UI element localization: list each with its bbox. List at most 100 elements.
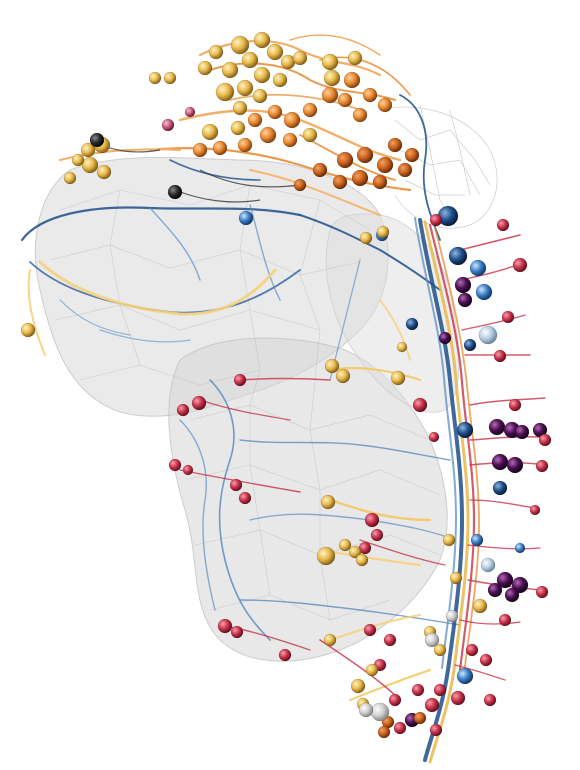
cell-soma-154 xyxy=(445,609,459,623)
cell-soma-38 xyxy=(336,151,354,169)
cell-soma-65 xyxy=(478,325,498,345)
cell-soma-49 xyxy=(80,142,96,158)
cell-soma-102 xyxy=(483,693,497,707)
cell-soma-25 xyxy=(283,111,301,129)
cell-soma-37 xyxy=(192,142,208,158)
cell-soma-11 xyxy=(215,82,235,102)
cell-soma-152 xyxy=(358,702,374,718)
cell-soma-32 xyxy=(362,87,378,103)
cell-soma-153 xyxy=(424,632,440,648)
cell-soma-128 xyxy=(324,358,340,374)
cell-soma-114 xyxy=(230,625,244,639)
cell-soma-119 xyxy=(388,693,402,707)
cell-soma-17 xyxy=(148,71,162,85)
cell-soma-40 xyxy=(376,156,394,174)
cell-soma-3 xyxy=(266,43,284,61)
cell-soma-67 xyxy=(456,421,474,439)
cell-soma-5 xyxy=(241,51,259,69)
cell-soma-138 xyxy=(350,678,366,694)
somata-layer xyxy=(20,31,552,739)
cell-soma-57 xyxy=(167,184,183,200)
cell-soma-98 xyxy=(498,613,512,627)
cell-soma-124 xyxy=(412,397,428,413)
cell-soma-2 xyxy=(253,31,271,49)
cell-soma-107 xyxy=(238,491,252,505)
cell-soma-44 xyxy=(332,174,348,190)
cell-soma-66 xyxy=(463,338,477,352)
cell-soma-59 xyxy=(184,106,196,118)
cell-soma-55 xyxy=(20,322,36,338)
cell-soma-15 xyxy=(323,69,341,87)
cell-soma-109 xyxy=(191,395,207,411)
cell-soma-72 xyxy=(514,542,526,554)
cell-soma-14 xyxy=(347,50,363,66)
cell-soma-51 xyxy=(81,156,99,174)
cell-soma-81 xyxy=(491,453,509,471)
cell-soma-85 xyxy=(504,587,520,603)
cell-soma-48 xyxy=(293,178,307,192)
cell-soma-76 xyxy=(457,292,473,308)
cell-soma-106 xyxy=(229,478,243,492)
cell-soma-71 xyxy=(480,557,496,573)
cell-soma-69 xyxy=(456,667,474,685)
cell-soma-77 xyxy=(488,418,506,436)
cell-soma-36 xyxy=(212,140,228,156)
cell-soma-29 xyxy=(302,102,318,118)
cell-soma-104 xyxy=(370,528,384,542)
cell-soma-136 xyxy=(355,553,369,567)
cell-soma-23 xyxy=(247,112,263,128)
cell-soma-139 xyxy=(365,663,379,677)
cell-soma-84 xyxy=(511,576,529,594)
cell-soma-90 xyxy=(512,257,528,273)
cell-soma-64 xyxy=(475,283,493,301)
cell-soma-103 xyxy=(364,512,380,528)
cell-soma-41 xyxy=(397,162,413,178)
cell-soma-94 xyxy=(538,433,552,447)
cell-soma-149 xyxy=(377,725,391,739)
cell-soma-18 xyxy=(163,71,177,85)
cell-soma-62 xyxy=(448,246,468,266)
cell-soma-122 xyxy=(424,697,440,713)
cell-soma-125 xyxy=(428,431,440,443)
cell-soma-10 xyxy=(236,79,254,97)
cell-soma-151 xyxy=(370,702,390,722)
cell-soma-83 xyxy=(496,571,514,589)
cell-soma-20 xyxy=(201,123,219,141)
cell-soma-22 xyxy=(302,127,318,143)
cell-soma-42 xyxy=(351,169,369,187)
cell-soma-6 xyxy=(221,61,239,79)
cell-soma-95 xyxy=(535,459,549,473)
cell-soma-89 xyxy=(496,218,510,232)
cell-soma-52 xyxy=(96,164,112,180)
cell-soma-60 xyxy=(238,210,254,226)
cell-soma-54 xyxy=(71,153,85,167)
cell-soma-56 xyxy=(89,132,105,148)
cell-soma-75 xyxy=(454,276,472,294)
cell-soma-12 xyxy=(292,50,308,66)
cell-soma-92 xyxy=(493,349,507,363)
cell-soma-43 xyxy=(372,174,388,190)
cell-soma-53 xyxy=(63,171,77,185)
cell-soma-120 xyxy=(411,683,425,697)
cell-soma-135 xyxy=(348,545,362,559)
cell-soma-112 xyxy=(182,464,194,476)
cell-soma-110 xyxy=(233,373,247,387)
cell-soma-142 xyxy=(359,231,373,245)
cell-soma-150 xyxy=(413,711,427,725)
cell-soma-82 xyxy=(506,456,524,474)
cell-soma-93 xyxy=(508,398,522,412)
cell-soma-123 xyxy=(429,723,443,737)
cell-soma-31 xyxy=(343,71,361,89)
cell-soma-99 xyxy=(479,653,493,667)
cell-soma-133 xyxy=(316,546,336,566)
cell-soma-34 xyxy=(352,107,368,123)
cell-soma-7 xyxy=(197,60,213,76)
cell-soma-19 xyxy=(232,100,248,116)
cell-soma-86 xyxy=(487,582,503,598)
cell-soma-58 xyxy=(161,118,175,132)
cell-soma-24 xyxy=(267,104,283,120)
cell-soma-30 xyxy=(321,86,339,104)
cell-soma-97 xyxy=(535,585,549,599)
